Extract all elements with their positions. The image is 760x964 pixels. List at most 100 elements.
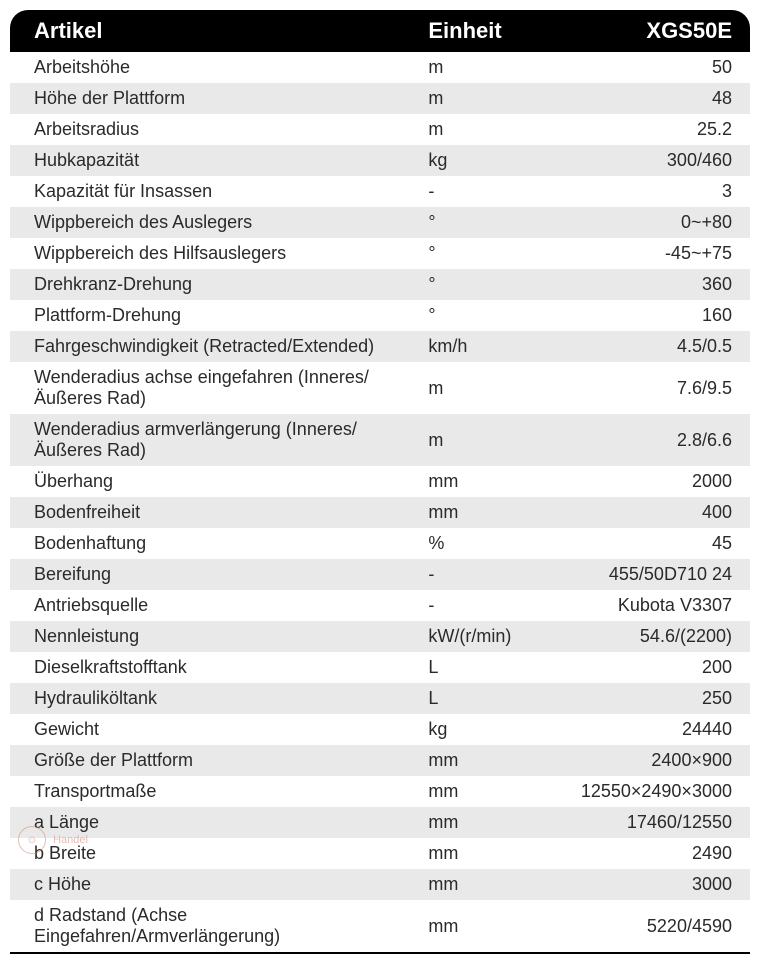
cell-value: 4.5/0.5	[529, 331, 750, 362]
cell-value: 455/50D710 24	[529, 559, 750, 590]
cell-einheit: °	[404, 269, 529, 300]
cell-einheit: m	[404, 52, 529, 83]
table-row: DieselkraftstofftankL200	[10, 652, 750, 683]
cell-value: 45	[529, 528, 750, 559]
cell-einheit: kg	[404, 714, 529, 745]
cell-value: 2400×900	[529, 745, 750, 776]
cell-value: 50	[529, 52, 750, 83]
cell-artikel: Höhe der Plattform	[10, 83, 404, 114]
cell-value: 25.2	[529, 114, 750, 145]
cell-artikel: Größe der Plattform	[10, 745, 404, 776]
cell-einheit: kg	[404, 145, 529, 176]
cell-einheit: mm	[404, 869, 529, 900]
table-row: d Radstand (Achse Eingefahren/Armverläng…	[10, 900, 750, 952]
cell-artikel: Wippbereich des Auslegers	[10, 207, 404, 238]
table-row: Gewichtkg24440	[10, 714, 750, 745]
cell-einheit: L	[404, 683, 529, 714]
cell-einheit: m	[404, 83, 529, 114]
cell-einheit: mm	[404, 745, 529, 776]
cell-einheit: -	[404, 176, 529, 207]
table-row: c Höhemm3000	[10, 869, 750, 900]
cell-einheit: m	[404, 414, 529, 466]
cell-einheit: -	[404, 559, 529, 590]
table-row: Überhangmm2000	[10, 466, 750, 497]
cell-artikel: Fahrgeschwindigkeit (Retracted/Extended)	[10, 331, 404, 362]
cell-artikel: Dieselkraftstofftank	[10, 652, 404, 683]
cell-artikel: Transportmaße	[10, 776, 404, 807]
cell-artikel: Wippbereich des Hilfsauslegers	[10, 238, 404, 269]
table-row: Kapazität für Insassen-3	[10, 176, 750, 207]
table-row: Antriebsquelle-Kubota V3307	[10, 590, 750, 621]
cell-value: 360	[529, 269, 750, 300]
table-row: a Längemm17460/12550	[10, 807, 750, 838]
cell-einheit: %	[404, 528, 529, 559]
cell-einheit: km/h	[404, 331, 529, 362]
table-footer-rule	[10, 952, 750, 953]
cell-artikel: Überhang	[10, 466, 404, 497]
cell-artikel: Kapazität für Insassen	[10, 176, 404, 207]
table-row: Bodenhaftung%45	[10, 528, 750, 559]
cell-artikel: Arbeitshöhe	[10, 52, 404, 83]
cell-value: 2.8/6.6	[529, 414, 750, 466]
cell-artikel: Hydrauliköltank	[10, 683, 404, 714]
table-row: Transportmaßemm12550×2490×3000	[10, 776, 750, 807]
table-row: Drehkranz-Drehung°360	[10, 269, 750, 300]
table-row: Wippbereich des Auslegers°0~+80	[10, 207, 750, 238]
cell-einheit: mm	[404, 466, 529, 497]
cell-artikel: Gewicht	[10, 714, 404, 745]
cell-artikel: Bodenhaftung	[10, 528, 404, 559]
table-row: NennleistungkW/(r/min)54.6/(2200)	[10, 621, 750, 652]
cell-value: 200	[529, 652, 750, 683]
cell-value: 17460/12550	[529, 807, 750, 838]
table-row: HydrauliköltankL250	[10, 683, 750, 714]
cell-value: 400	[529, 497, 750, 528]
table-row: Höhe der Plattformm48	[10, 83, 750, 114]
cell-artikel: Nennleistung	[10, 621, 404, 652]
cell-artikel: Plattform-Drehung	[10, 300, 404, 331]
cell-einheit: °	[404, 207, 529, 238]
cell-value: 24440	[529, 714, 750, 745]
cell-value: 160	[529, 300, 750, 331]
cell-value: 0~+80	[529, 207, 750, 238]
cell-einheit: °	[404, 300, 529, 331]
cell-artikel: Bereifung	[10, 559, 404, 590]
table-row: Arbeitshöhem50	[10, 52, 750, 83]
table-row: Wenderadius achse eingefahren (Inneres/Ä…	[10, 362, 750, 414]
cell-einheit: -	[404, 590, 529, 621]
table-body: Arbeitshöhem50Höhe der Plattformm48Arbei…	[10, 52, 750, 952]
cell-einheit: kW/(r/min)	[404, 621, 529, 652]
header-einheit: Einheit	[404, 10, 529, 52]
cell-value: 48	[529, 83, 750, 114]
cell-value: -45~+75	[529, 238, 750, 269]
cell-artikel: Drehkranz-Drehung	[10, 269, 404, 300]
spec-table: Artikel Einheit XGS50E Arbeitshöhem50Höh…	[10, 10, 750, 954]
cell-einheit: m	[404, 114, 529, 145]
table-row: Plattform-Drehung°160	[10, 300, 750, 331]
table-row: Fahrgeschwindigkeit (Retracted/Extended)…	[10, 331, 750, 362]
cell-artikel: c Höhe	[10, 869, 404, 900]
table-row: Wenderadius armverlängerung (Inneres/Äuß…	[10, 414, 750, 466]
cell-artikel: Arbeitsradius	[10, 114, 404, 145]
header-model: XGS50E	[529, 10, 750, 52]
cell-value: 7.6/9.5	[529, 362, 750, 414]
cell-value: 5220/4590	[529, 900, 750, 952]
cell-artikel: Wenderadius armverlängerung (Inneres/Äuß…	[10, 414, 404, 466]
cell-einheit: m	[404, 362, 529, 414]
cell-artikel: d Radstand (Achse Eingefahren/Armverläng…	[10, 900, 404, 952]
cell-artikel: a Länge	[10, 807, 404, 838]
cell-einheit: mm	[404, 838, 529, 869]
cell-value: 12550×2490×3000	[529, 776, 750, 807]
table-row: Bodenfreiheitmm400	[10, 497, 750, 528]
cell-value: 2000	[529, 466, 750, 497]
cell-artikel: b Breite	[10, 838, 404, 869]
cell-einheit: mm	[404, 776, 529, 807]
table-row: Wippbereich des Hilfsauslegers°-45~+75	[10, 238, 750, 269]
cell-artikel: Wenderadius achse eingefahren (Inneres/Ä…	[10, 362, 404, 414]
cell-artikel: Bodenfreiheit	[10, 497, 404, 528]
cell-einheit: °	[404, 238, 529, 269]
cell-value: 3000	[529, 869, 750, 900]
cell-value: 250	[529, 683, 750, 714]
table-row: Arbeitsradiusm25.2	[10, 114, 750, 145]
cell-einheit: mm	[404, 497, 529, 528]
header-artikel: Artikel	[10, 10, 404, 52]
